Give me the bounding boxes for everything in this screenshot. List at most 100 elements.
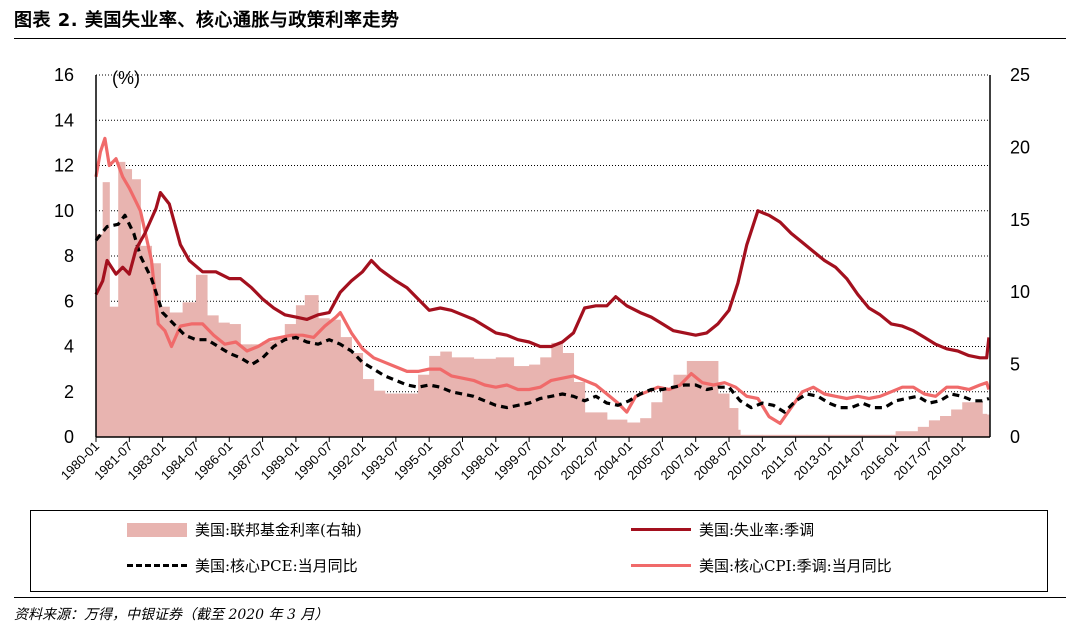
series-line-3 (94, 136, 991, 425)
fed-funds-bar (284, 324, 297, 437)
fed-funds-bar (329, 319, 341, 437)
legend-label: 美国:失业率:季调 (699, 521, 815, 539)
fed-funds-bar (626, 422, 641, 437)
fed-funds-bar (540, 357, 552, 437)
source-note: 资料来源：万得，中银证券（截至 2020 年 3 月） (14, 607, 329, 623)
fed-funds-bar (340, 337, 352, 437)
y-left-tick-label: 12 (54, 156, 74, 176)
fed-funds-bar (273, 338, 286, 437)
fed-funds-bar (440, 351, 452, 437)
fed-funds-bar (740, 434, 763, 437)
legend-label: 美国:联邦基金利率(右轴) (195, 521, 362, 539)
fed-funds-bars (96, 161, 991, 438)
fed-funds-bar (895, 431, 919, 437)
fed-funds-bar (384, 393, 406, 437)
fed-funds-bar (404, 393, 419, 437)
y-left-tick-label: 8 (64, 246, 74, 266)
chart: 024681012141605101520251980-011981-07198… (54, 65, 1030, 483)
fed-funds-bar (304, 295, 319, 437)
series-line-1 (94, 191, 991, 360)
fed-funds-bar (806, 434, 892, 437)
fed-funds-bar (373, 390, 386, 437)
y-left-tick-label: 4 (64, 337, 74, 357)
y-right-tick-label: 20 (1010, 137, 1030, 157)
fed-funds-bar (573, 381, 586, 437)
series-line-2 (94, 213, 990, 414)
y-left-tick-label: 10 (54, 201, 74, 221)
fed-funds-bar (207, 315, 219, 437)
y-right-tick-label: 15 (1010, 210, 1030, 230)
fed-funds-bar (218, 322, 230, 437)
fed-funds-bar (982, 413, 988, 437)
fed-funds-bar (551, 342, 563, 437)
y-left-tick-label: 16 (54, 65, 74, 85)
fed-funds-bar (986, 414, 990, 437)
fed-funds-bar (124, 169, 133, 437)
fed-funds-bar (529, 364, 541, 437)
fed-funds-bar (351, 353, 364, 437)
fed-funds-bar (318, 318, 330, 437)
legend-label: 美国:核心CPI:季调:当月同比 (699, 557, 892, 575)
page-title: 图表 2. 美国失业率、核心通胀与政策利率走势 (14, 10, 400, 31)
fed-funds-bar (762, 434, 808, 437)
fed-funds-bar (928, 420, 941, 437)
fed-funds-bar (362, 379, 375, 437)
y-right-tick-label: 0 (1010, 427, 1020, 447)
y-right-tick-label: 5 (1010, 355, 1020, 375)
fed-funds-bar (131, 179, 141, 438)
fed-funds-bar (973, 402, 983, 437)
fed-funds-bar (118, 161, 126, 437)
fed-funds-bar (651, 402, 663, 437)
y-right-tick-label: 25 (1010, 65, 1030, 85)
fed-funds-bar (917, 426, 930, 437)
fed-funds-bar (495, 357, 515, 437)
fed-funds-bar (295, 305, 306, 437)
y-left-tick-label: 2 (64, 382, 74, 402)
y-left-tick-label: 6 (64, 291, 74, 311)
fed-funds-bar (96, 234, 104, 437)
fed-funds-bar (729, 408, 739, 437)
fed-funds-bar (160, 306, 170, 437)
fed-funds-bar (686, 360, 708, 437)
fed-funds-bar (429, 355, 441, 437)
fed-funds-bar (473, 358, 497, 437)
top-rule (14, 38, 1066, 39)
fed-funds-bar (195, 274, 208, 437)
fed-funds-bar (940, 416, 952, 437)
legend-label: 美国:核心PCE:当月同比 (195, 557, 358, 575)
bottom-rule (14, 597, 1066, 598)
fed-funds-bar (606, 419, 628, 437)
fed-funds-bar (584, 412, 608, 437)
fed-funds-swatch-icon (127, 522, 187, 537)
fed-funds-bar (717, 393, 730, 437)
fed-funds-bar (229, 324, 241, 437)
fed-funds-bar (262, 341, 275, 437)
fed-funds-bar (891, 434, 897, 437)
unemployment-swatch-icon (631, 528, 691, 531)
fed-funds-bar (513, 366, 530, 437)
series-lines (94, 136, 991, 425)
legend-item-unemployment: 美国:失业率:季调 (631, 519, 814, 540)
fed-funds-bar (737, 429, 741, 437)
fed-funds-bar (240, 344, 252, 437)
fed-funds-bar (640, 418, 652, 437)
fed-funds-bar (151, 263, 161, 437)
fed-funds-bar (182, 302, 197, 437)
y-left-tick-label: 0 (64, 427, 74, 447)
core-pce-swatch-icon (127, 564, 187, 567)
unit-label: (%) (112, 68, 140, 88)
fed-funds-bar (673, 374, 688, 437)
legend-item-core-pce: 美国:核心PCE:当月同比 (127, 555, 358, 576)
fed-funds-bar (662, 389, 674, 437)
fed-funds-bar (962, 402, 974, 437)
fed-funds-bar (109, 306, 119, 437)
fed-funds-bar (706, 360, 719, 437)
y-left-tick-label: 14 (54, 110, 74, 130)
legend-item-core-cpi: 美国:核心CPI:季调:当月同比 (631, 555, 892, 576)
fed-funds-bar (251, 344, 264, 437)
fed-funds-bar (102, 182, 110, 437)
legend: 美国:联邦基金利率(右轴) 美国:失业率:季调 美国:核心PCE:当月同比 美国… (30, 510, 1048, 592)
core-cpi-swatch-icon (631, 564, 691, 567)
fed-funds-bar (951, 409, 963, 437)
fed-funds-bar (140, 245, 153, 437)
